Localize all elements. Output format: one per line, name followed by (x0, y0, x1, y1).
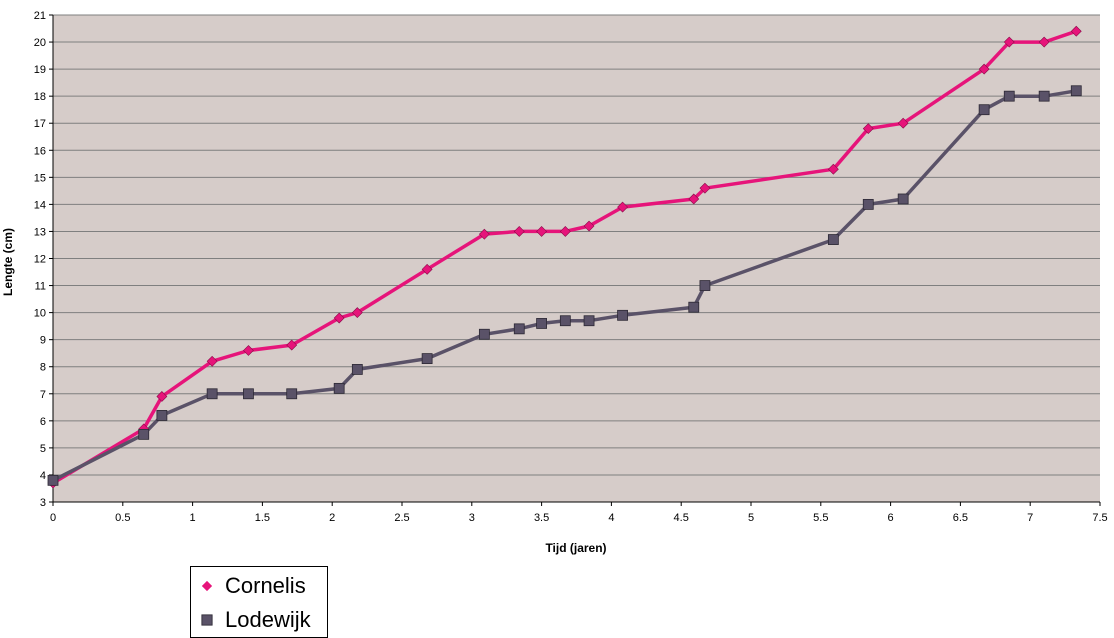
gridlines (53, 14, 1100, 476)
x-tick-label: 3 (469, 512, 475, 524)
data-point-lodewijk (333, 382, 345, 394)
data-point-lodewijk (351, 364, 363, 375)
data-point-cornelis (286, 339, 298, 351)
data-point-lodewijk (1038, 90, 1050, 102)
x-tick-label: 4.5 (674, 512, 689, 524)
square-icon (201, 614, 213, 626)
y-tick-label: 16 (34, 145, 46, 157)
diamond-icon (201, 580, 213, 592)
y-tick-label: 10 (34, 308, 46, 320)
data-point-lodewijk (583, 315, 595, 327)
data-point-lodewijk (47, 474, 59, 486)
series-line-cornelis (52, 29, 1077, 485)
data-point-cornelis (862, 123, 874, 135)
series-line-lodewijk (52, 89, 1077, 482)
data-point-lodewijk (286, 388, 298, 400)
y-tick-label: 21 (34, 10, 46, 22)
y-tick-label: 8 (40, 362, 46, 374)
data-point-lodewijk (513, 323, 525, 335)
data-point-cornelis (421, 263, 433, 275)
legend-label: Cornelis (225, 573, 306, 598)
legend-item-lodewijk: Lodewijk (201, 605, 311, 635)
y-tick-label: 20 (34, 37, 46, 49)
data-point-lodewijk (138, 428, 150, 440)
y-tick-label: 4 (40, 470, 46, 482)
legend-item-cornelis: Cornelis (201, 571, 306, 601)
series-lines (52, 29, 1077, 485)
data-point-cornelis (617, 201, 628, 213)
y-tick-label: 6 (40, 416, 46, 428)
data-point-lodewijk (206, 388, 218, 400)
y-tick-label: 13 (34, 226, 46, 238)
x-tick-label: 7.5 (1092, 512, 1107, 524)
data-point-cornelis (513, 226, 525, 237)
x-tick-label: 4 (608, 512, 614, 524)
x-tick-label: 1.5 (255, 512, 270, 524)
data-point-cornelis (1003, 36, 1015, 48)
y-tick-label: 9 (40, 335, 46, 347)
y-tick-label: 5 (40, 443, 46, 455)
data-point-cornelis (351, 307, 363, 319)
data-point-lodewijk (421, 353, 433, 365)
y-axis-title: Lengte (cm) (1, 228, 15, 296)
line-chart: 3 4 5 6 7 8 9 10 11 12 13 14 15 16 17 18 19 20 21 0 0.5 1 1.5 2… (1, 10, 1108, 555)
x-tick-label: 0 (50, 512, 56, 524)
x-tick-label: 6.5 (953, 512, 968, 524)
data-point-cornelis (978, 63, 990, 75)
x-tick-label: 7 (1027, 512, 1033, 524)
x-axis-title: Tijd (jaren) (545, 541, 606, 555)
x-tick-label: 2 (329, 512, 335, 524)
data-point-cornelis (688, 193, 700, 205)
y-tick-label: 15 (34, 172, 46, 184)
y-tick-label: 18 (34, 91, 46, 103)
data-point-lodewijk (897, 193, 909, 205)
y-tick-label: 11 (35, 281, 46, 293)
data-markers (47, 25, 1082, 489)
x-tick-label: 1 (190, 512, 196, 524)
y-tick-label: 7 (40, 389, 46, 401)
data-point-cornelis (1038, 36, 1050, 48)
legend: Cornelis Lodewijk (190, 566, 328, 638)
data-point-cornelis (1070, 25, 1082, 37)
axes: 3 4 5 6 7 8 9 10 11 12 13 14 15 16 17 18 19 20 21 0 0.5 1 1.5 2… (34, 10, 1108, 524)
data-point-lodewijk (1003, 90, 1015, 102)
data-point-cornelis (243, 345, 254, 356)
data-point-cornelis (333, 312, 345, 324)
x-tick-label: 0.5 (115, 512, 130, 524)
data-point-lodewijk (978, 104, 990, 116)
data-point-cornelis (478, 228, 490, 240)
data-point-lodewijk (243, 388, 254, 400)
data-point-cornelis (156, 391, 168, 402)
data-point-lodewijk (478, 328, 490, 340)
data-point-cornelis (583, 220, 595, 232)
data-point-cornelis (897, 117, 909, 129)
y-tick-label: 14 (34, 199, 46, 211)
legend-label: Lodewijk (225, 607, 311, 632)
data-point-lodewijk (617, 309, 628, 321)
data-point-cornelis (699, 182, 711, 194)
x-tick-label: 5 (748, 512, 754, 524)
data-point-lodewijk (862, 198, 874, 210)
x-tick-label: 6 (888, 512, 894, 524)
data-point-lodewijk (688, 301, 700, 313)
data-point-cornelis (206, 355, 218, 367)
data-point-lodewijk (699, 280, 711, 291)
x-tick-label: 5.5 (813, 512, 828, 524)
data-point-lodewijk (536, 318, 547, 329)
data-point-lodewijk (559, 315, 571, 327)
x-tick-label: 2.5 (394, 512, 409, 524)
data-point-lodewijk (1070, 85, 1082, 97)
y-tick-label: 17 (34, 118, 46, 130)
y-tick-label: 3 (40, 497, 46, 509)
x-tick-label: 3.5 (534, 512, 549, 524)
data-point-lodewijk (827, 234, 839, 245)
y-tick-label: 19 (34, 64, 46, 76)
y-tick-label: 12 (34, 254, 46, 266)
data-point-cornelis (827, 163, 839, 175)
data-point-lodewijk (156, 410, 168, 421)
data-point-cornelis (559, 226, 571, 237)
data-point-cornelis (536, 226, 548, 237)
